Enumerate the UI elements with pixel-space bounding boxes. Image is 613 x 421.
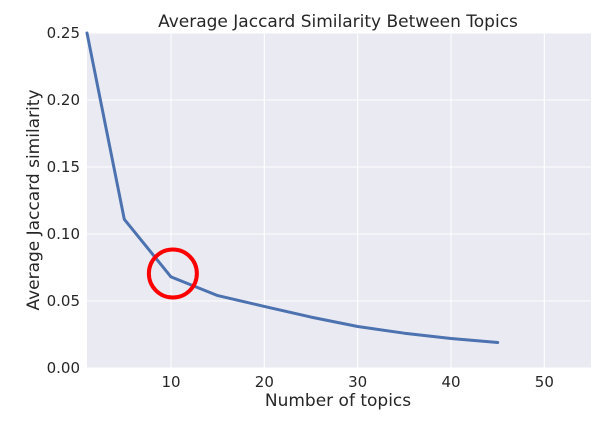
y-tick-label: 0.25: [47, 24, 80, 42]
series-line: [85, 31, 500, 344]
series-layer: [85, 31, 500, 344]
grid: [87, 32, 591, 369]
plot-background: [87, 33, 591, 368]
tick-labels: 10 20 30 40 50 0.00 0.05 0.10 0.15 0.20 0.25: [47, 24, 554, 391]
y-tick-label: 0.00: [47, 359, 80, 377]
x-tick-label: 40: [441, 373, 460, 391]
y-tick-label: 0.10: [47, 225, 80, 243]
highlight-circle: [146, 247, 199, 300]
y-tick-label: 0.05: [47, 292, 80, 310]
x-tick-label: 10: [161, 373, 180, 391]
x-tick-label: 30: [348, 373, 367, 391]
annotation-layer: [146, 247, 199, 300]
y-tick-label: 0.20: [47, 91, 80, 109]
x-tick-label: 50: [535, 373, 554, 391]
chart-title: Average Jaccard Similarity Between Topic…: [158, 12, 518, 32]
y-axis-label: Average Jaccard similarity: [24, 89, 44, 310]
x-axis-label: Number of topics: [265, 391, 411, 411]
y-tick-label: 0.15: [47, 158, 80, 176]
x-tick-label: 20: [255, 373, 274, 391]
